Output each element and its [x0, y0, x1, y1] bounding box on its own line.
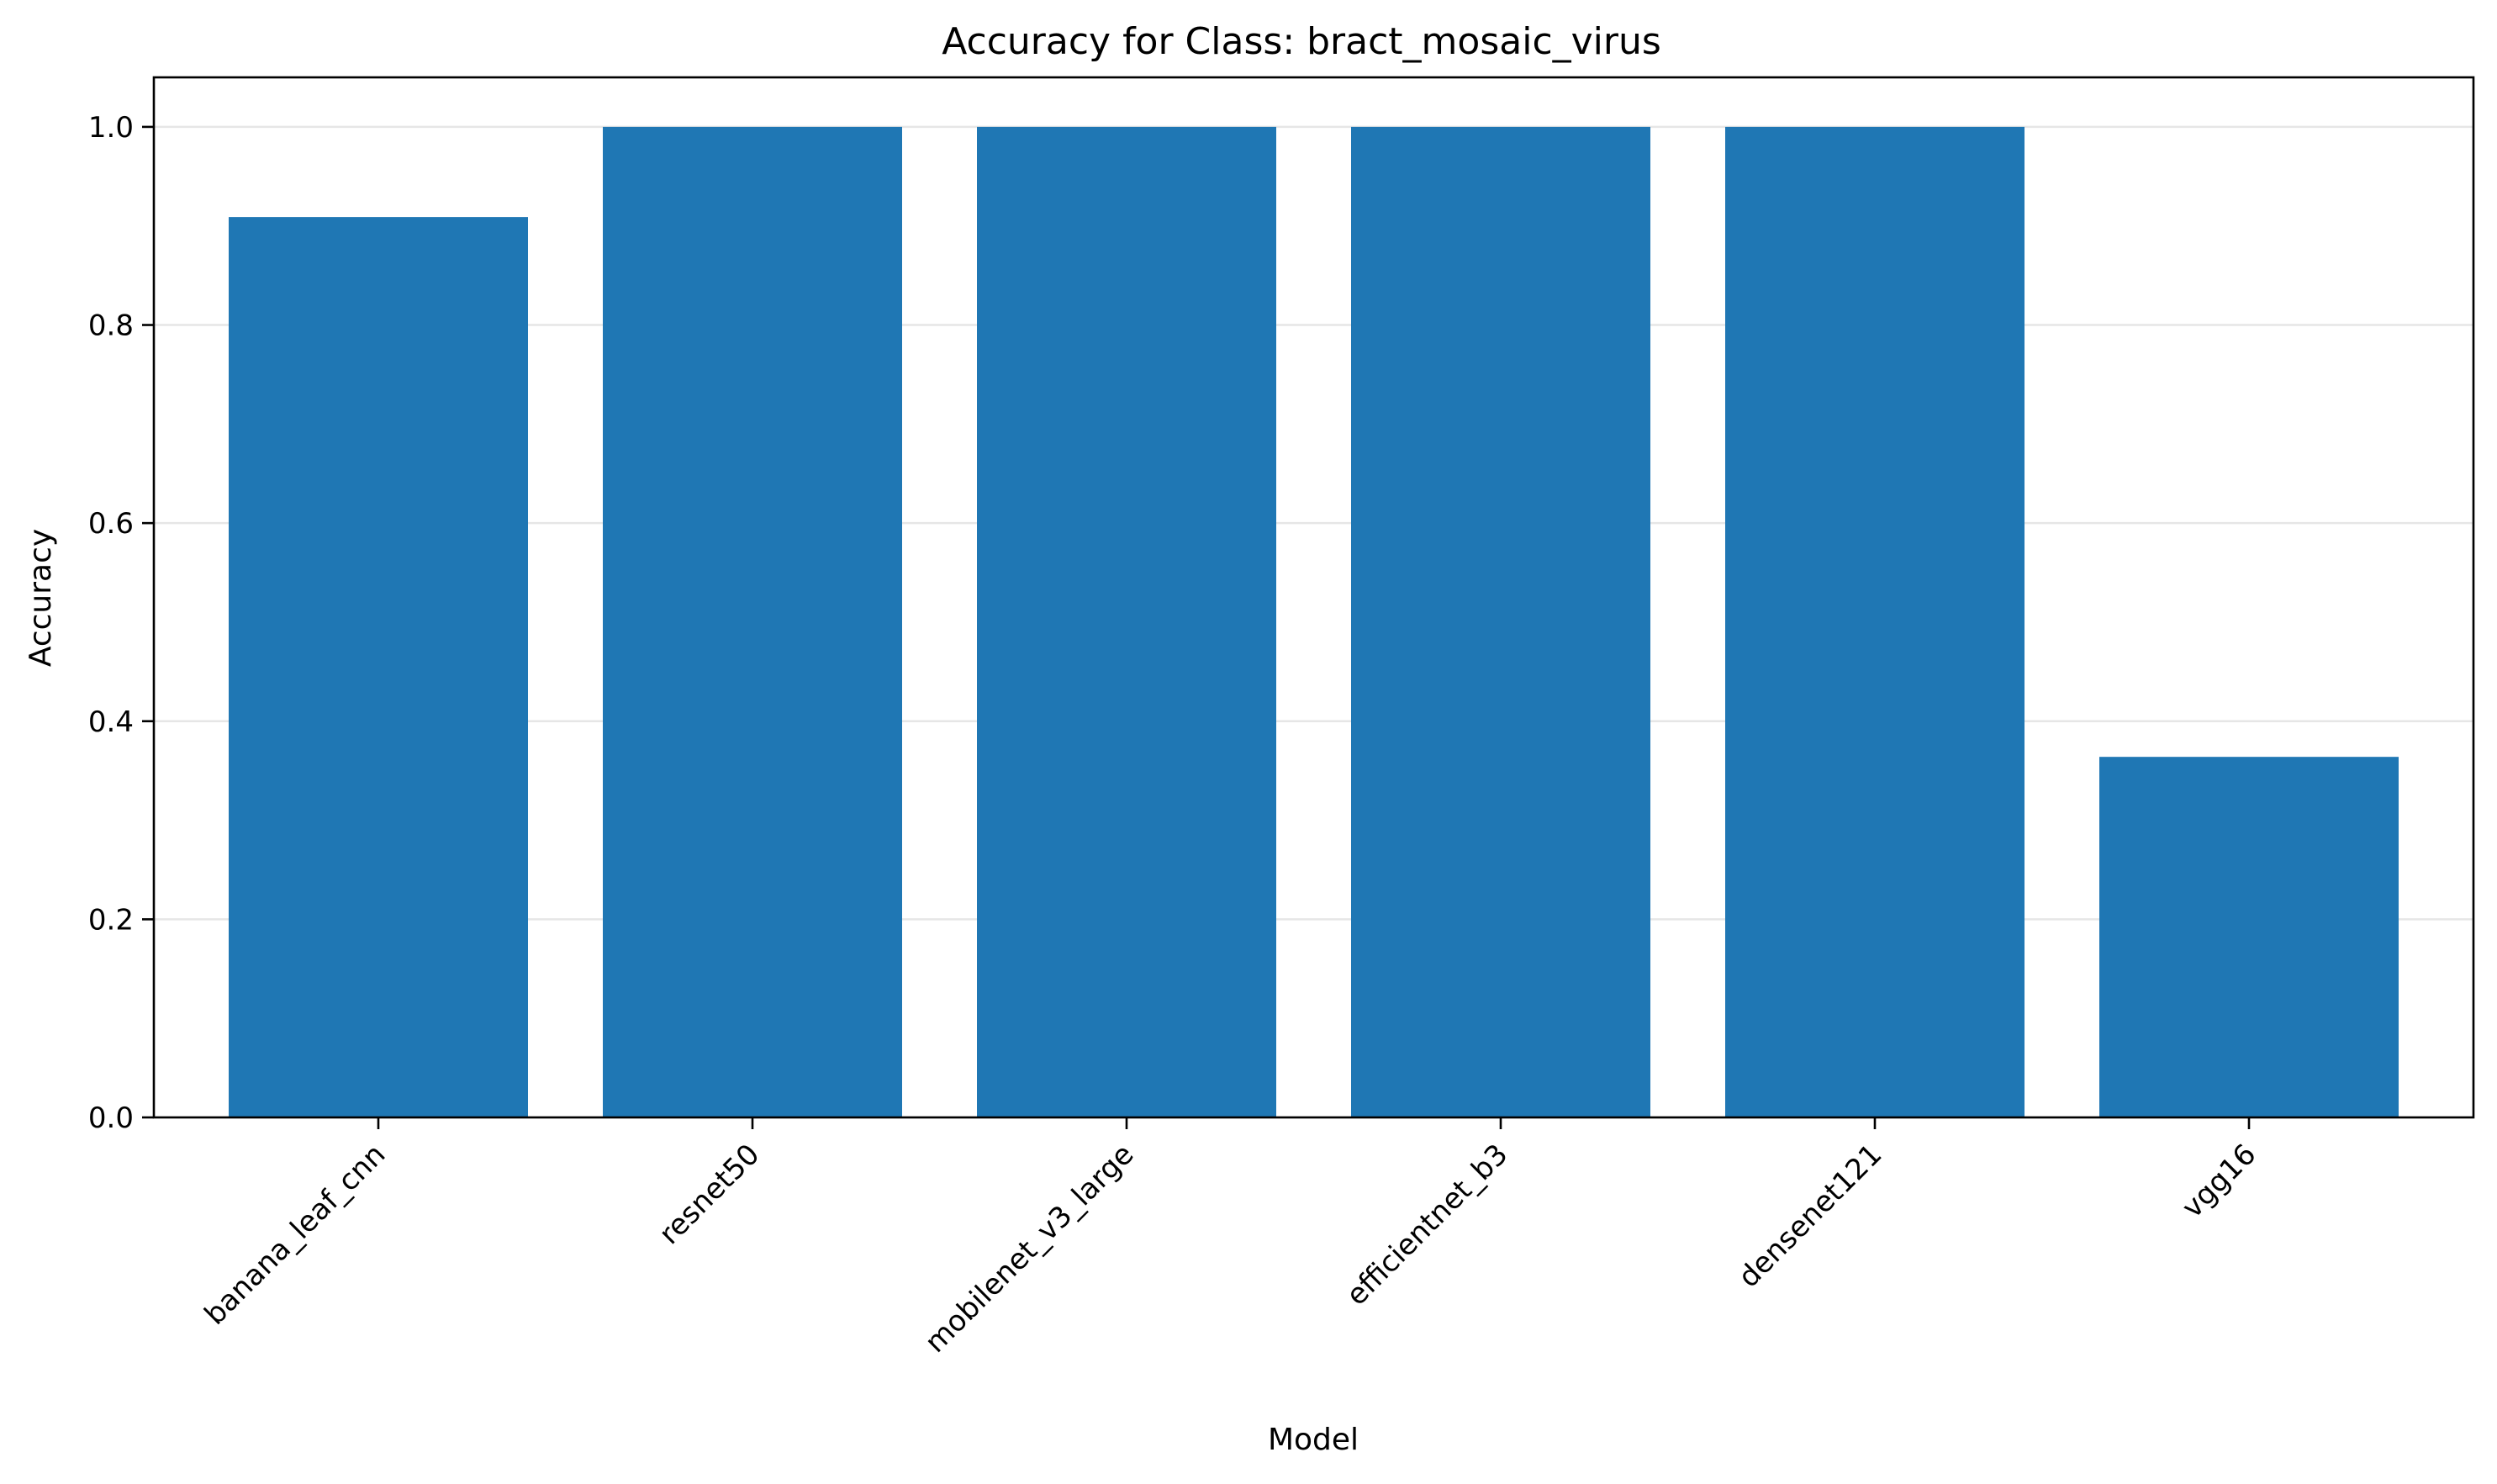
plot-frame: [152, 76, 2475, 1119]
bar-efficientnet_b3: [1351, 126, 1650, 1117]
x-tick-label-resnet50: resnet50: [652, 1138, 766, 1251]
y-axis-ticks: 0.0 0.2 0.4 0.6 0.8 1.0: [88, 111, 154, 1135]
bar-resnet50: [603, 126, 902, 1117]
x-tick-label-efficientnet_b3: efficientnet_b3: [1340, 1138, 1515, 1312]
bar-densenet121: [1725, 126, 2025, 1117]
bar-banana_leaf_cnn: [229, 217, 528, 1117]
bar-vgg16: [2099, 757, 2399, 1117]
bars: [229, 126, 2399, 1117]
bar-mobilenet_v3_large: [977, 126, 1276, 1117]
x-tick-label-densenet121: densenet121: [1732, 1138, 1888, 1294]
y-tick-label-1: 0.2: [88, 903, 134, 937]
y-tick-label-4: 0.8: [88, 309, 134, 343]
y-tick-label-0: 0.0: [88, 1101, 134, 1135]
chart-title: Accuracy for Class: bract_mosaic_virus: [942, 20, 1661, 63]
y-tick-label-2: 0.4: [88, 705, 134, 739]
y-tick-label-3: 0.6: [88, 507, 134, 541]
y-axis-label: Accuracy: [24, 529, 58, 667]
x-axis-ticks: banana_leaf_cnn resnet50 mobilenet_v3_larg…: [198, 1117, 2263, 1360]
x-tick-label-banana_leaf_cnn: banana_leaf_cnn: [198, 1138, 393, 1332]
x-tick-label-vgg16: vgg16: [2176, 1138, 2263, 1225]
y-tick-label-5: 1.0: [88, 111, 134, 145]
x-axis-label: Model: [1268, 1423, 1359, 1457]
x-tick-label-mobilenet_v3_large: mobilenet_v3_large: [919, 1138, 1141, 1360]
